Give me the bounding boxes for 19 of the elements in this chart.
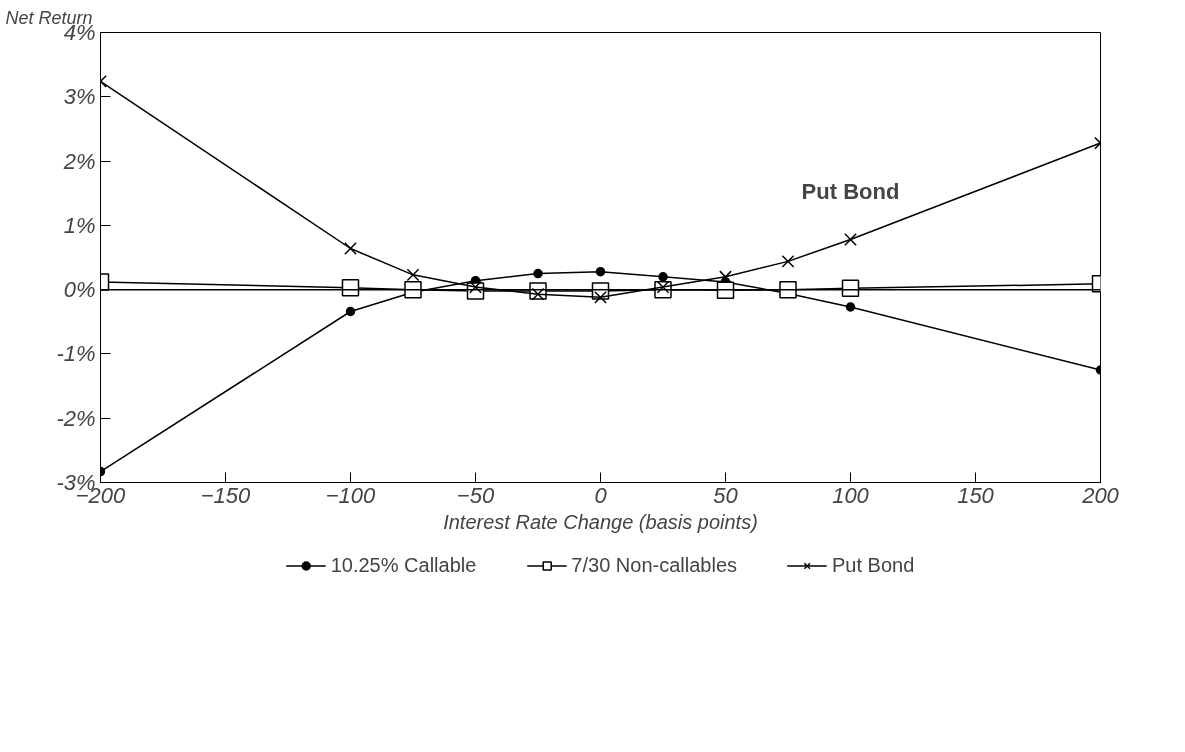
y-tick-label: 3% bbox=[63, 84, 96, 110]
x-tick-label: 100 bbox=[832, 482, 870, 508]
y-tick-label: -2% bbox=[56, 405, 96, 431]
x-tick-label: 50 bbox=[713, 482, 739, 508]
y-tick-label: -1% bbox=[56, 341, 96, 367]
y-tick-label: 1% bbox=[63, 212, 96, 238]
x-tick-label: −50 bbox=[456, 482, 495, 508]
legend-label: Put Bond bbox=[832, 553, 915, 577]
legend-label: 10.25% Callable bbox=[330, 553, 477, 577]
x-tick-label: 150 bbox=[957, 482, 995, 508]
x-tick-label: −150 bbox=[200, 482, 252, 508]
y-tick-label: 2% bbox=[62, 148, 96, 174]
x-tick-label: 0 bbox=[594, 482, 608, 508]
x-axis-title: Interest Rate Change (basis points) bbox=[443, 510, 758, 533]
annotation: Put Bond bbox=[801, 178, 900, 204]
x-tick-label: 200 bbox=[1081, 482, 1120, 508]
legend-label: 7/30 Non-callables bbox=[571, 553, 738, 577]
y-tick-label: 0% bbox=[63, 277, 96, 303]
x-tick-label: −100 bbox=[325, 482, 377, 508]
